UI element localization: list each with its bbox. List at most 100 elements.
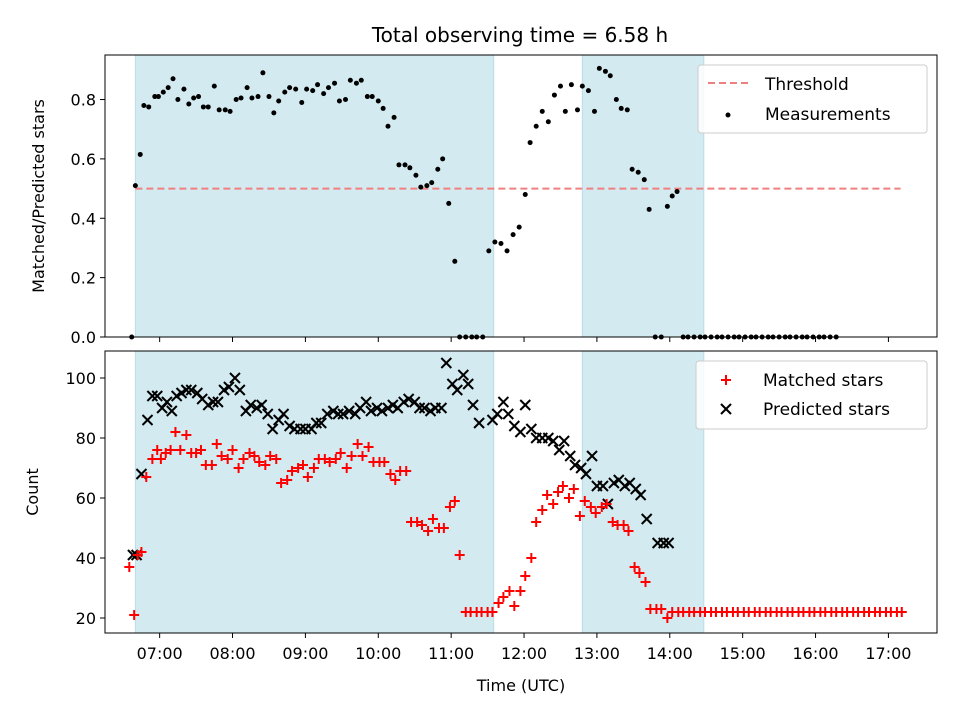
matched-star-point bbox=[302, 472, 313, 482]
matched-star-point bbox=[618, 520, 629, 530]
measurement-point bbox=[375, 98, 381, 104]
measurement-point bbox=[429, 180, 435, 186]
measurement-point bbox=[527, 140, 533, 146]
matched-star-point bbox=[662, 613, 673, 623]
top-legend: Threshold Measurements bbox=[697, 64, 928, 134]
matched-star-point bbox=[165, 445, 176, 455]
measurement-point bbox=[380, 105, 386, 111]
top-y-tick-label: 0.4 bbox=[71, 209, 96, 228]
matched-star-point bbox=[623, 526, 634, 536]
bot-y-tick-label: 40 bbox=[76, 549, 96, 568]
matched-star-point bbox=[504, 586, 515, 596]
matched-star-point bbox=[634, 568, 645, 578]
x-tick-label: 11:00 bbox=[428, 644, 474, 663]
predicted-star-point bbox=[277, 408, 290, 420]
measurement-point bbox=[233, 97, 239, 103]
top-panel: 0.00.20.40.60.8 Matched/Predicted stars … bbox=[29, 54, 938, 347]
x-tick-label: 16:00 bbox=[792, 644, 838, 663]
predicted-star-point bbox=[462, 378, 474, 390]
measurement-point bbox=[596, 65, 602, 71]
predicted-star-point bbox=[658, 537, 670, 549]
matched-star-point bbox=[276, 478, 287, 488]
bottom-legend: Matched stars Predicted stars bbox=[695, 360, 928, 430]
predicted-star-point bbox=[547, 435, 559, 447]
matched-star-point bbox=[324, 457, 335, 467]
measurement-point bbox=[299, 99, 305, 105]
matched-star-point bbox=[222, 454, 233, 464]
predicted-star-point bbox=[569, 459, 581, 471]
legend-matched-swatch bbox=[721, 375, 731, 385]
measurement-point bbox=[260, 70, 266, 76]
top-observing-window-1 bbox=[582, 55, 704, 337]
matched-star-point bbox=[568, 484, 579, 494]
top-measurement-points bbox=[129, 65, 839, 340]
measurement-point bbox=[568, 82, 574, 88]
matched-star-point bbox=[287, 466, 298, 476]
chart-title: Total observing time = 6.58 h bbox=[371, 23, 668, 47]
matched-star-point bbox=[297, 460, 308, 470]
measurement-point bbox=[181, 86, 187, 92]
predicted-star-point bbox=[564, 450, 576, 462]
measurement-point bbox=[205, 104, 211, 110]
measurement-point bbox=[146, 104, 152, 110]
measurement-point bbox=[358, 77, 364, 83]
matched-star-point bbox=[493, 598, 504, 608]
measurement-point bbox=[446, 200, 452, 206]
measurement-point bbox=[646, 206, 652, 212]
legend-predicted-swatch bbox=[720, 403, 732, 415]
predicted-star-point bbox=[558, 435, 570, 447]
measurement-point bbox=[347, 77, 353, 83]
measurement-point bbox=[635, 169, 641, 175]
measurement-point bbox=[332, 80, 338, 86]
matched-star-point bbox=[444, 502, 455, 512]
bot-y-tick-label: 20 bbox=[76, 609, 96, 628]
measurement-point bbox=[664, 203, 670, 209]
matched-star-point bbox=[379, 457, 390, 467]
x-tick-label: 10:00 bbox=[355, 644, 401, 663]
measurement-point bbox=[276, 98, 282, 104]
top-observing-window-0 bbox=[135, 55, 494, 337]
matched-star-point bbox=[454, 550, 465, 560]
top-y-axis-label: Matched/Predicted stars bbox=[29, 99, 48, 293]
predicted-star-point bbox=[451, 384, 463, 396]
matched-star-point bbox=[141, 472, 152, 482]
x-tick-label: 17:00 bbox=[865, 644, 911, 663]
measurement-point bbox=[196, 94, 202, 100]
matched-star-point bbox=[542, 490, 553, 500]
bottom-legend-box bbox=[695, 360, 928, 430]
matched-star-point bbox=[438, 523, 449, 533]
predicted-star-point bbox=[234, 384, 246, 396]
measurement-point bbox=[641, 177, 647, 183]
predicted-star-point bbox=[662, 537, 675, 549]
matched-star-point bbox=[254, 457, 265, 467]
measurement-point bbox=[539, 108, 545, 114]
measurement-point bbox=[613, 97, 619, 103]
measurement-point bbox=[191, 95, 197, 101]
measurement-point bbox=[504, 248, 510, 254]
x-tick-label: 08:00 bbox=[209, 644, 255, 663]
predicted-star-point bbox=[586, 450, 598, 462]
measurement-point bbox=[607, 73, 613, 79]
measurement-point bbox=[353, 80, 359, 86]
top-y-ticks: 0.0 0.2 0.4 0.6 0.8 bbox=[71, 91, 105, 347]
top-y-tick-label: 0.2 bbox=[71, 269, 96, 288]
matched-star-point bbox=[346, 451, 357, 461]
matched-star-point bbox=[282, 475, 293, 485]
measurement-point bbox=[618, 105, 624, 111]
bottom-axes-frame bbox=[104, 350, 938, 634]
matched-star-point bbox=[629, 562, 640, 572]
predicted-star-point bbox=[435, 402, 448, 414]
predicted-star-point bbox=[553, 444, 565, 456]
matched-star-point bbox=[601, 499, 612, 509]
legend-measurements-swatch bbox=[725, 112, 731, 118]
predicted-star-point bbox=[310, 417, 323, 429]
matched-star-point bbox=[449, 496, 460, 506]
measurement-point bbox=[266, 94, 272, 100]
top-x-ticks bbox=[159, 337, 889, 342]
matched-star-point bbox=[260, 460, 271, 470]
x-tick-label: 13:00 bbox=[574, 644, 620, 663]
legend-predicted-label: Predicted stars bbox=[763, 400, 890, 420]
measurement-point bbox=[287, 85, 293, 91]
matched-star-point bbox=[487, 607, 498, 617]
measurement-point bbox=[165, 85, 171, 91]
